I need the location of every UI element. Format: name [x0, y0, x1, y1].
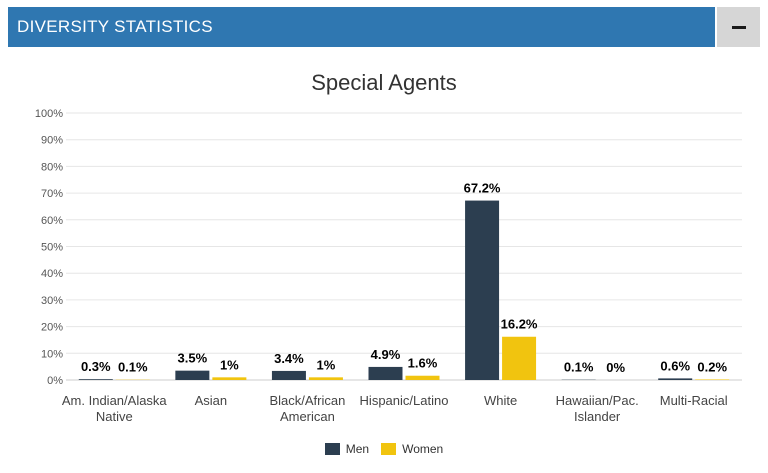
legend-label-women: Women — [402, 442, 444, 456]
bar-chart: Special Agents 0% 10% 20% 30% 40% 50% 60% 70% 80%… — [35, 70, 742, 424]
data-label: 4.9% — [371, 347, 401, 362]
legend-item-women[interactable]: Women — [381, 442, 443, 456]
bar-men — [271, 370, 306, 380]
y-tick-label: 90% — [41, 135, 63, 147]
data-label: 16.2% — [501, 317, 538, 332]
bar-men — [465, 200, 500, 380]
bar-women — [212, 377, 247, 380]
data-label: 0.6% — [660, 358, 690, 373]
x-tick-label: Multi-Racial — [660, 393, 728, 408]
section-title: DIVERSITY STATISTICS — [17, 17, 213, 36]
y-tick-label: 40% — [41, 268, 63, 280]
bar-men — [78, 379, 113, 380]
data-label: 0% — [606, 360, 625, 375]
x-tick-label: Black/African — [269, 393, 345, 408]
data-label: 0.2% — [697, 359, 727, 374]
y-tick-label: 20% — [41, 322, 63, 334]
bar-men — [658, 378, 693, 380]
collapse-button[interactable] — [717, 7, 760, 47]
x-tick-label: Native — [96, 409, 133, 424]
y-tick-label: 0% — [47, 375, 63, 387]
data-label: 1.6% — [408, 356, 438, 371]
minus-icon — [731, 25, 746, 29]
bar-men — [368, 366, 403, 380]
y-tick-label: 60% — [41, 215, 63, 227]
y-tick-label: 30% — [41, 295, 63, 307]
y-tick-label: 70% — [41, 188, 63, 200]
section-header: DIVERSITY STATISTICS — [8, 7, 715, 47]
x-tick-label: Islander — [574, 409, 621, 424]
bar-men — [175, 370, 210, 380]
data-label: 0.1% — [564, 360, 594, 375]
y-tick-label: 50% — [41, 242, 63, 254]
data-label: 0.3% — [81, 359, 111, 374]
data-label: 67.2% — [464, 181, 501, 196]
data-label: 3.4% — [274, 351, 304, 366]
bar-women — [695, 379, 730, 380]
x-tick-label: Asian — [195, 393, 228, 408]
legend-item-men[interactable]: Men — [324, 442, 370, 456]
data-label: 3.5% — [178, 351, 208, 366]
x-tick-label: Am. Indian/Alaska — [62, 393, 168, 408]
x-tick-label: Hispanic/Latino — [360, 393, 449, 408]
legend-swatch-women — [381, 443, 397, 455]
chart-title: Special Agents — [311, 70, 457, 95]
y-tick-label: 10% — [41, 348, 63, 360]
x-tick-label: Hawaiian/Pac. — [556, 393, 639, 408]
chart-legend: Men Women — [0, 442, 768, 456]
data-label: 0.1% — [118, 360, 148, 375]
data-label: 1% — [220, 357, 239, 372]
legend-label-men: Men — [345, 442, 370, 456]
bar-women — [502, 336, 537, 380]
y-tick-label: 80% — [41, 161, 63, 173]
bar-women — [308, 377, 343, 380]
legend-swatch-men — [324, 443, 340, 455]
x-tick-label: American — [280, 409, 335, 424]
x-tick-label: White — [484, 393, 517, 408]
data-label: 1% — [317, 357, 336, 372]
y-tick-label: 100% — [35, 108, 63, 120]
bar-women — [405, 375, 440, 380]
